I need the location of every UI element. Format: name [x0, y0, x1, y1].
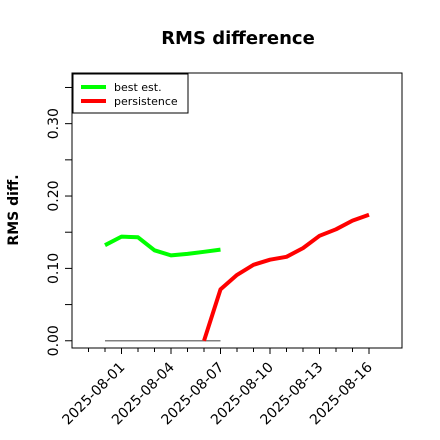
y-axis-label: RMS diff.	[6, 174, 22, 245]
x-axis: 2025-08-012025-08-042025-08-072025-08-10…	[59, 348, 376, 428]
plot-frame	[71, 72, 403, 349]
legend-label: best est.	[114, 81, 162, 94]
y-tick-label: 0.10	[46, 253, 62, 284]
y-tick-label: 0.20	[46, 180, 62, 211]
series-layer	[104, 212, 370, 342]
y-tick-label: 0.00	[46, 325, 62, 356]
legend-label: persistence	[114, 95, 178, 108]
series-line-persistence	[202, 212, 370, 342]
y-axis: 0.00 0.10 0.20 0.30	[46, 86, 72, 356]
y-tick-label: 0.30	[46, 108, 62, 139]
chart-title: RMS difference	[161, 28, 315, 49]
legend-box	[72, 73, 189, 114]
legend: best est.persistence	[72, 73, 189, 114]
series-line-best-est	[104, 234, 221, 258]
